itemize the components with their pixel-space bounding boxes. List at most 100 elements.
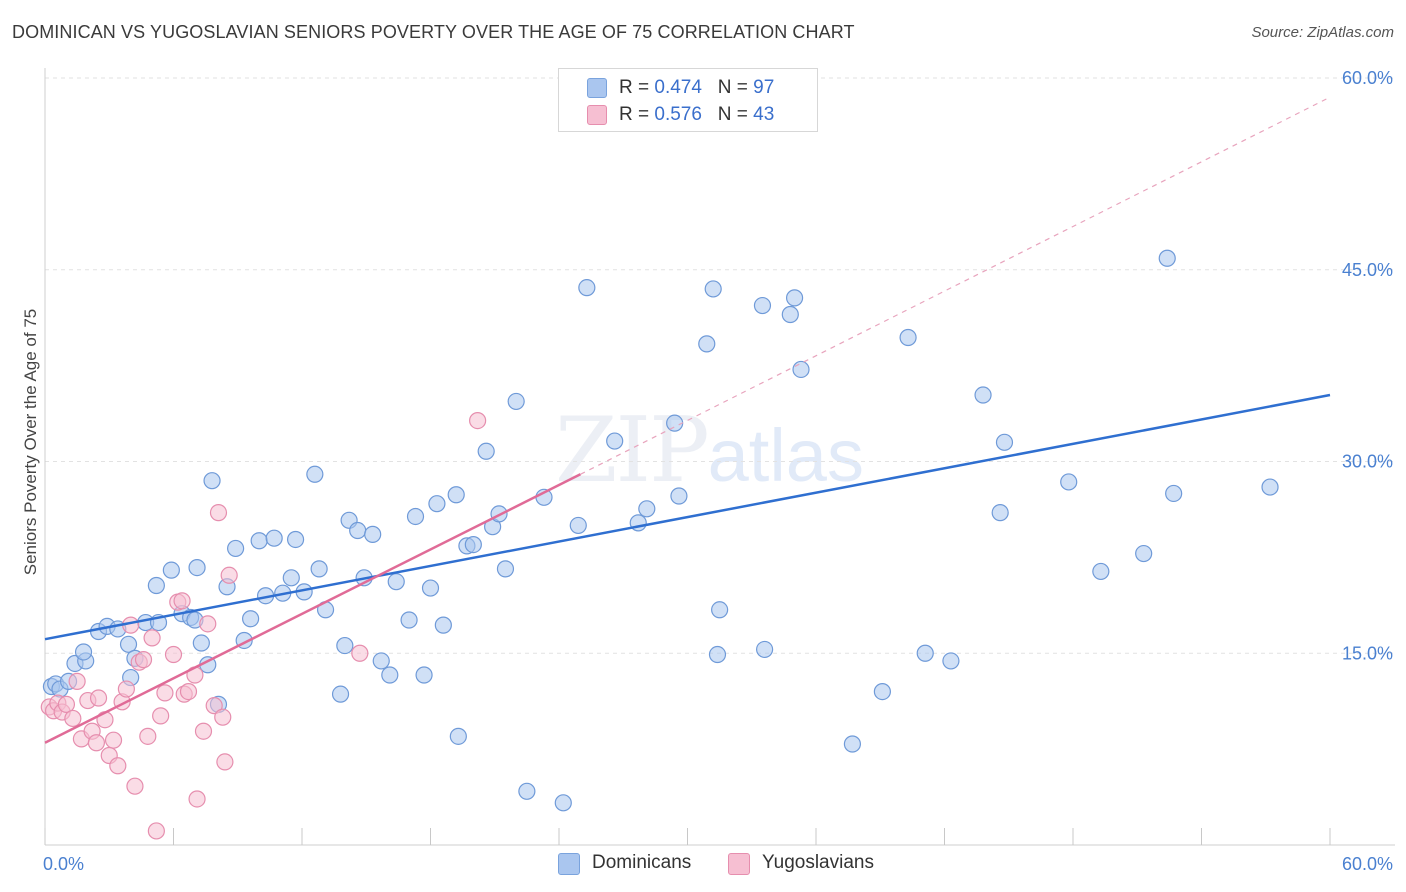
trend-line-dominicans [44, 393, 1331, 641]
point-yugoslavians [134, 651, 153, 669]
legend-n-value: 43 [753, 104, 775, 125]
point-dominicans [974, 386, 992, 404]
point-dominicans [282, 569, 300, 587]
point-dominicans [449, 727, 467, 745]
point-dominicans [147, 576, 165, 595]
point-dominicans [843, 735, 862, 753]
watermark-zip: ZIP [555, 398, 710, 503]
x-tick-label: 0.0% [43, 854, 84, 874]
point-yugoslavians [188, 790, 206, 808]
point-yugoslavians [205, 697, 223, 715]
point-dominicans [606, 432, 624, 450]
point-dominicans [306, 465, 324, 483]
point-yugoslavians [209, 504, 228, 522]
point-dominicans [916, 644, 934, 662]
point-yugoslavians [199, 615, 217, 633]
point-yugoslavians [143, 629, 161, 647]
legend-n-label: N = [717, 77, 754, 98]
point-yugoslavians [194, 722, 213, 740]
point-dominicans [781, 305, 799, 324]
point-yugoslavians [89, 689, 108, 707]
legend-r-value: 0.474 [654, 77, 702, 98]
point-dominicans [421, 579, 440, 597]
y-tick-label: 45.0% [1342, 260, 1393, 280]
point-dominicans [698, 335, 716, 353]
point-yugoslavians [109, 757, 127, 775]
point-dominicans [242, 610, 260, 628]
point-yugoslavians [126, 777, 144, 795]
point-yugoslavians [469, 411, 487, 430]
point-dominicans [192, 634, 210, 652]
point-yugoslavians [104, 731, 123, 749]
point-dominicans [708, 645, 727, 664]
point-dominicans [434, 616, 452, 634]
trend-lines [44, 96, 1331, 744]
point-dominicans [286, 530, 305, 549]
trend-line-yugoslavians [44, 473, 581, 744]
point-dominicans [753, 296, 772, 315]
point-dominicans [638, 500, 656, 518]
point-dominicans [554, 794, 572, 812]
point-yugoslavians [139, 727, 157, 745]
legend-text-dominicans: R = 0.474 N = 97 [619, 77, 774, 99]
point-dominicans [496, 560, 515, 578]
point-dominicans [372, 652, 390, 670]
point-dominicans [518, 782, 536, 800]
y-axis-label: Seniors Poverty Over the Age of 75 [21, 309, 40, 575]
legend-r-label: R = [619, 77, 655, 98]
watermark-atlas: atlas [707, 414, 864, 497]
legend-r-value: 0.576 [654, 104, 702, 125]
bottom-legend-swatch-dominicans [558, 853, 580, 875]
point-dominicans [873, 682, 891, 701]
point-dominicans [507, 392, 525, 411]
point-yugoslavians [68, 672, 86, 690]
point-yugoslavians [117, 680, 135, 698]
data-points [40, 94, 1279, 840]
point-dominicans [704, 280, 722, 298]
point-dominicans [666, 414, 684, 432]
point-dominicans [477, 442, 495, 460]
point-yugoslavians [173, 592, 191, 610]
point-dominicans [250, 532, 268, 550]
point-yugoslavians [87, 734, 106, 752]
point-dominicans [162, 561, 180, 579]
grid-lines [45, 77, 1395, 654]
point-dominicans [447, 486, 465, 504]
y-tick-label: 15.0% [1342, 643, 1393, 663]
point-dominicans [387, 573, 405, 591]
point-yugoslavians [351, 644, 369, 662]
point-dominicans [1261, 478, 1279, 496]
point-dominicans [336, 636, 354, 655]
point-dominicans [1092, 562, 1110, 581]
point-yugoslavians [152, 707, 170, 725]
point-dominicans [400, 611, 418, 629]
tick-labels: 15.0% 30.0% 45.0% 60.0% 0.0% 60.0% [43, 68, 1393, 874]
point-dominicans [995, 433, 1014, 451]
point-dominicans [991, 504, 1009, 522]
point-dominicans [349, 521, 367, 540]
y-tick-label: 60.0% [1342, 68, 1393, 88]
point-yugoslavians [156, 684, 174, 702]
point-dominicans [1135, 544, 1153, 563]
y-tick-label: 30.0% [1342, 452, 1393, 472]
point-yugoslavians [164, 645, 183, 664]
legend-text-yugoslavians: R = 0.576 N = 43 [619, 104, 774, 126]
point-yugoslavians [216, 753, 234, 771]
legend-n-value: 97 [753, 77, 775, 98]
point-dominicans [331, 685, 350, 703]
point-dominicans [364, 525, 382, 543]
point-dominicans [578, 279, 596, 297]
point-dominicans [569, 516, 587, 535]
point-yugoslavians [214, 708, 232, 726]
point-yugoslavians [57, 695, 76, 713]
point-dominicans [785, 289, 804, 307]
point-dominicans [188, 559, 206, 577]
point-dominicans [310, 560, 328, 578]
point-yugoslavians [179, 682, 198, 701]
x-tick-label: 60.0% [1342, 854, 1393, 874]
point-yugoslavians [64, 709, 82, 728]
legend-swatch-yugoslavians [587, 105, 607, 125]
legend: R = 0.474 N = 97 R = 0.576 N = 43 [558, 68, 818, 132]
legend-swatch-dominicans [587, 78, 607, 98]
source-label: Source: ZipAtlas.com [1251, 24, 1394, 41]
